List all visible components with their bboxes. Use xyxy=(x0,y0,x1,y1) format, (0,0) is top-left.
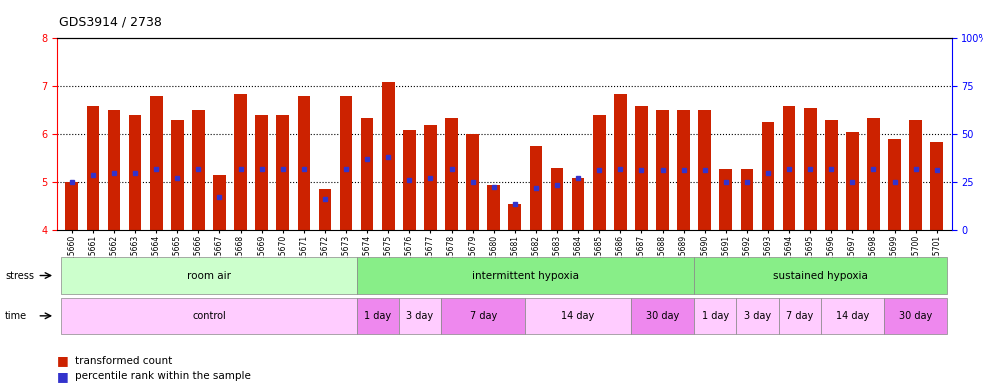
Bar xyxy=(782,106,795,230)
Bar xyxy=(846,132,859,230)
Bar xyxy=(889,139,900,230)
Bar xyxy=(720,169,732,230)
Text: GDS3914 / 2738: GDS3914 / 2738 xyxy=(59,15,162,28)
Text: time: time xyxy=(5,311,28,321)
Bar xyxy=(108,111,120,230)
Bar xyxy=(931,142,943,230)
Bar xyxy=(550,168,563,230)
Bar xyxy=(234,94,247,230)
Bar xyxy=(530,146,543,230)
Bar xyxy=(192,111,204,230)
Text: ■: ■ xyxy=(57,370,69,383)
Bar xyxy=(909,120,922,230)
Text: sustained hypoxia: sustained hypoxia xyxy=(774,270,868,281)
Bar xyxy=(867,118,880,230)
Text: 7 day: 7 day xyxy=(786,311,813,321)
Bar xyxy=(466,134,479,230)
Bar xyxy=(66,182,78,230)
Bar xyxy=(382,82,394,230)
Bar xyxy=(276,115,289,230)
Bar xyxy=(361,118,374,230)
Bar xyxy=(149,96,162,230)
Text: 30 day: 30 day xyxy=(646,311,679,321)
Text: control: control xyxy=(192,311,226,321)
Bar xyxy=(762,122,775,230)
Bar xyxy=(593,115,606,230)
Bar xyxy=(614,94,626,230)
Bar xyxy=(445,118,458,230)
Bar xyxy=(129,115,142,230)
Bar xyxy=(213,175,226,230)
Bar xyxy=(804,108,817,230)
Text: transformed count: transformed count xyxy=(75,356,172,366)
Text: 30 day: 30 day xyxy=(899,311,932,321)
Bar xyxy=(171,120,184,230)
Text: 14 day: 14 day xyxy=(836,311,869,321)
Text: stress: stress xyxy=(5,270,34,281)
Bar xyxy=(424,125,436,230)
Text: percentile rank within the sample: percentile rank within the sample xyxy=(75,371,251,381)
Text: intermittent hypoxia: intermittent hypoxia xyxy=(472,270,579,281)
Text: 3 day: 3 day xyxy=(406,311,434,321)
Text: ■: ■ xyxy=(57,354,69,367)
Bar xyxy=(256,115,268,230)
Text: 1 day: 1 day xyxy=(702,311,728,321)
Bar xyxy=(657,111,668,230)
Bar xyxy=(318,189,331,230)
Text: room air: room air xyxy=(187,270,231,281)
Bar xyxy=(698,111,711,230)
Bar xyxy=(403,130,416,230)
Bar xyxy=(740,169,753,230)
Text: 3 day: 3 day xyxy=(744,311,771,321)
Bar xyxy=(677,111,690,230)
Bar xyxy=(635,106,648,230)
Bar xyxy=(572,177,585,230)
Bar xyxy=(488,185,500,230)
Bar xyxy=(298,96,311,230)
Text: 14 day: 14 day xyxy=(561,311,595,321)
Bar xyxy=(825,120,838,230)
Bar xyxy=(340,96,352,230)
Bar xyxy=(87,106,99,230)
Text: 1 day: 1 day xyxy=(364,311,391,321)
Text: 7 day: 7 day xyxy=(470,311,496,321)
Bar xyxy=(508,204,521,230)
